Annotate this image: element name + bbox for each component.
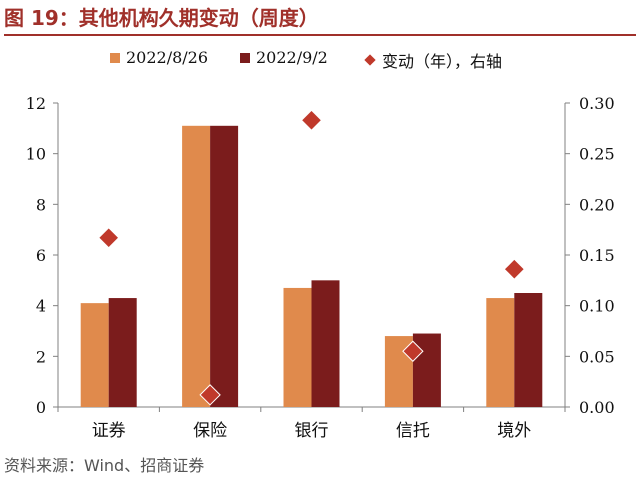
x-tick-label: 保险 <box>193 421 227 441</box>
y-tick-label-right: 0.10 <box>579 297 615 316</box>
legend-item-series-3: 变动（年），右轴 <box>364 48 502 72</box>
diamond-point-4 <box>402 340 424 362</box>
source-note: 资料来源：Wind、招商证券 <box>4 456 205 475</box>
y-tick-label-left: 10 <box>26 145 46 164</box>
chart-title: 图 19：其他机构久期变动（周度） <box>4 6 319 30</box>
legend-label-series-2: 2022/9/2 <box>256 48 328 67</box>
y-tick-label-right: 0.00 <box>579 398 615 417</box>
bar-2-5 <box>514 293 543 407</box>
title-divider <box>4 34 636 36</box>
legend-item-series-1: 2022/8/26 <box>110 48 208 67</box>
bar-2-3 <box>311 280 340 407</box>
y-tick-label-left: 12 <box>26 94 46 113</box>
diamond-point-2 <box>199 384 221 406</box>
y-tick-label-right: 0.05 <box>579 347 615 366</box>
legend-label-series-3: 变动（年），右轴 <box>382 52 503 71</box>
y-tick-label-right: 0.20 <box>579 195 615 214</box>
diamond-point-1 <box>97 227 120 249</box>
legend-label-series-1: 2022/8/26 <box>126 48 209 67</box>
bar-1-3 <box>283 287 312 407</box>
x-tick-label: 证券 <box>92 421 126 441</box>
x-tick-label: 境外 <box>497 421 531 441</box>
legend-swatch-series-2 <box>240 52 250 63</box>
y-tick-label-right: 0.15 <box>579 246 615 265</box>
y-tick-label-left: 0 <box>36 398 46 417</box>
bar-2-2 <box>210 125 239 408</box>
x-tick-label: 银行 <box>295 421 329 441</box>
bar-1-5 <box>486 298 515 407</box>
bar-1-1 <box>80 303 109 407</box>
x-tick-label: 信托 <box>396 421 430 441</box>
y-tick-label-right: 0.25 <box>579 145 615 164</box>
y-tick-label-left: 6 <box>36 246 46 265</box>
y-tick-label-left: 4 <box>36 297 46 316</box>
bar-2-1 <box>108 298 137 407</box>
legend-swatch-series-1 <box>110 52 120 63</box>
bar-1-2 <box>182 125 211 408</box>
y-tick-label-left: 8 <box>36 195 46 214</box>
diamond-point-5 <box>503 258 526 280</box>
y-tick-label-left: 2 <box>36 347 46 366</box>
bar-2-4 <box>412 333 441 407</box>
y-tick-label-right: 0.30 <box>579 94 615 113</box>
diamond-point-3 <box>300 109 323 131</box>
legend-item-series-2: 2022/9/2 <box>240 48 328 67</box>
